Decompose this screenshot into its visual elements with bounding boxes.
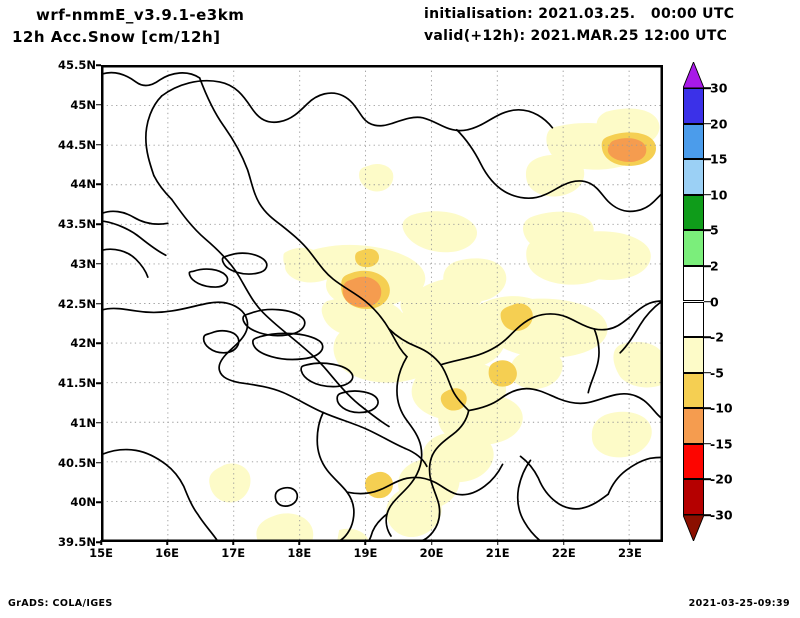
colorbar-tick-label: 10 — [710, 187, 728, 203]
snow-shading-orange — [342, 138, 647, 308]
latitude-tick-mark — [96, 104, 101, 106]
colorbar-tick-mark — [704, 443, 711, 445]
longitude-tick-mark — [496, 540, 499, 545]
map-canvas — [102, 66, 662, 541]
longitude-tick-label: 20E — [419, 546, 444, 560]
latitude-tick-label: 40.5N — [58, 455, 96, 470]
longitude-axis: 15E 16E 17E 18E 19E 20E 21E 22E 23E — [89, 540, 663, 564]
latitude-tick-label: 43.5N — [58, 217, 96, 231]
longitude-tick-label: 15E — [89, 546, 113, 560]
latitude-tick-mark — [96, 342, 101, 344]
colorbar-tick-label: 30 — [710, 80, 728, 96]
colorbar-segment — [683, 194, 704, 231]
colorbar-tick-label: -30 — [710, 507, 733, 523]
colorbar-tick-label: -15 — [710, 436, 733, 452]
latitude-tick-mark — [96, 302, 101, 305]
latitude-tick-label: 44N — [70, 177, 96, 192]
latitude-tick-label: 39.5N — [58, 535, 96, 549]
longitude-tick-mark — [364, 540, 367, 545]
longitude-tick-label: 16E — [155, 546, 180, 560]
colorbar-tick-label: 5 — [710, 222, 719, 238]
colorbar-tick-mark — [704, 478, 711, 481]
valid-time-text: valid(+12h): 2021.MAR.25 12:00 UTC — [424, 28, 728, 44]
latitude-tick-label: 45.5N — [58, 58, 96, 72]
colorbar-tick-label: -5 — [710, 365, 724, 381]
colorbar-segment — [683, 372, 704, 409]
latitude-tick-label: 41N — [70, 415, 96, 430]
model-title: wrf-nmmE_v3.9.1-e3km — [36, 6, 245, 24]
colorbar-tick-mark — [704, 193, 711, 196]
colorbar-segment — [683, 123, 704, 160]
longitude-tick-mark — [629, 540, 631, 545]
colorbar-segment — [683, 265, 704, 302]
latitude-tick-mark — [96, 461, 101, 464]
longitude-tick-mark — [100, 540, 102, 545]
render-timestamp: 2021-03-25-09:39 — [688, 598, 790, 609]
colorbar-tick-mark — [704, 158, 711, 160]
latitude-tick-mark — [96, 64, 101, 66]
latitude-tick-mark — [96, 382, 101, 384]
colorbar-tick-mark — [704, 229, 711, 232]
colorbar-tick-mark — [704, 300, 711, 303]
longitude-tick-label: 23E — [618, 546, 642, 560]
map-coastlines — [102, 71, 662, 541]
latitude-tick-mark — [96, 143, 101, 146]
longitude-tick-mark — [563, 540, 565, 545]
colorbar-tick-label: 20 — [710, 116, 728, 132]
field-title: 12h Acc.Snow [cm/12h] — [12, 28, 221, 46]
longitude-tick-label: 18E — [287, 546, 312, 560]
latitude-axis: 45.5N 45N 44.5N 44N 43.5N 43N 42.5N 42N 41.5N 41N… — [0, 58, 101, 549]
colorbar-tick-label: 15 — [710, 151, 728, 167]
colorbar-segment — [683, 337, 704, 373]
colorbar-tick-label: -2 — [710, 329, 724, 345]
colorbar-segment — [683, 443, 704, 480]
longitude-tick-label: 19E — [353, 546, 378, 560]
latitude-tick-mark — [96, 223, 101, 225]
colorbar-segment — [683, 88, 704, 124]
colorbar-tick-label: -10 — [710, 400, 733, 416]
longitude-tick-label: 21E — [485, 546, 510, 560]
colorbar-segment — [683, 159, 704, 195]
colorbar-tick-label: 0 — [710, 294, 719, 309]
colorbar-tick-mark — [704, 371, 711, 374]
latitude-tick-label: 45N — [70, 97, 96, 112]
longitude-tick-mark — [430, 540, 433, 545]
latitude-tick-mark — [96, 501, 101, 503]
longitude-tick-label: 17E — [221, 546, 246, 560]
latitude-tick-label: 43N — [70, 256, 96, 271]
colorbar-tick-label: 2 — [710, 258, 719, 274]
longitude-tick-mark — [298, 540, 301, 545]
latitude-tick-mark — [96, 422, 101, 424]
colorbar-segment — [683, 301, 704, 338]
latitude-tick-mark — [96, 263, 101, 265]
map-plot-area — [101, 65, 663, 542]
colorbar-bottom-arrow — [683, 515, 704, 541]
colorbar-segment — [683, 230, 704, 266]
colorbar-segment — [683, 479, 704, 515]
snow-shading-pale — [209, 108, 662, 541]
initialisation-text: initialisation: 2021.03.25. 00:00 UTC — [424, 6, 735, 22]
colorbar-segment — [683, 408, 704, 444]
longitude-tick-label: 22E — [551, 546, 576, 560]
grads-credit: GrADS: COLA/IGES — [8, 598, 113, 609]
latitude-tick-label: 42N — [70, 336, 96, 351]
latitude-tick-label: 44.5N — [58, 137, 96, 152]
latitude-tick-label: 40N — [70, 495, 96, 510]
latitude-tick-label: 41.5N — [58, 376, 96, 390]
colorbar-top-arrow — [683, 62, 704, 88]
longitude-tick-mark — [232, 540, 234, 545]
colorbar-tick-mark — [704, 407, 711, 410]
colorbar: 30 20 15 10 5 2 0 -2 -5 -10 -15 -20 -30 — [683, 62, 733, 541]
colorbar-tick-mark — [704, 87, 711, 89]
colorbar-tick-mark — [704, 336, 711, 338]
colorbar-tick-mark — [704, 265, 711, 267]
colorbar-tick-label: -20 — [710, 471, 733, 487]
colorbar-tick-mark — [704, 514, 711, 516]
latitude-tick-label: 42.5N — [58, 296, 96, 311]
latitude-tick-mark — [96, 541, 101, 543]
colorbar-tick-mark — [704, 122, 711, 125]
latitude-tick-mark — [96, 183, 101, 185]
longitude-tick-mark — [166, 540, 168, 545]
